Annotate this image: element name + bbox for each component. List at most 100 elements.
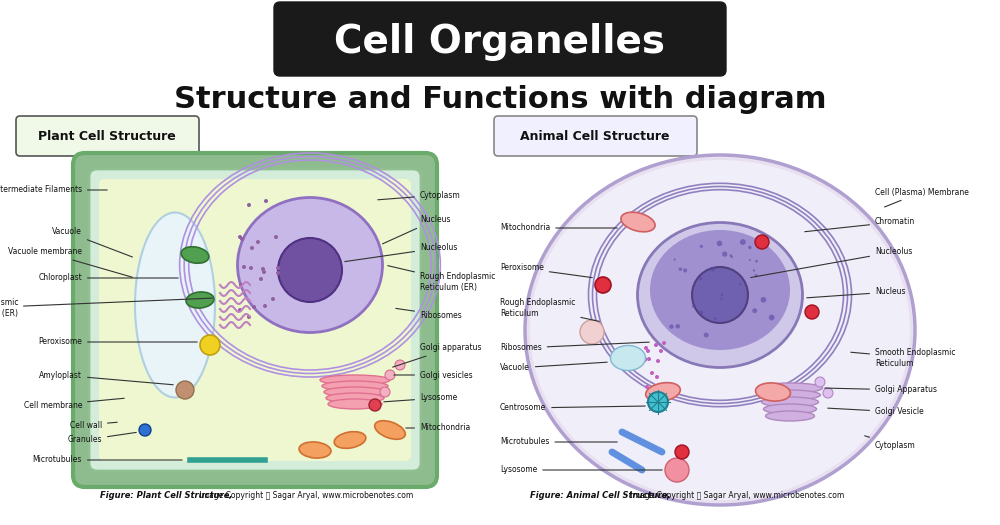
Text: Plant Cell Structure: Plant Cell Structure <box>38 130 176 142</box>
Circle shape <box>648 392 668 412</box>
Text: Cell membrane: Cell membrane <box>24 398 124 410</box>
Circle shape <box>261 267 265 271</box>
Circle shape <box>238 308 242 312</box>
Circle shape <box>650 371 654 375</box>
Ellipse shape <box>181 247 209 263</box>
Circle shape <box>755 260 758 262</box>
Circle shape <box>698 311 703 315</box>
Circle shape <box>675 324 680 329</box>
Text: Intermediate Filaments: Intermediate Filaments <box>0 185 107 194</box>
Ellipse shape <box>758 383 822 393</box>
Ellipse shape <box>766 411 814 421</box>
Circle shape <box>700 245 703 248</box>
Circle shape <box>659 349 663 353</box>
Circle shape <box>200 335 220 355</box>
Circle shape <box>247 203 251 207</box>
Text: Ribosomes: Ribosomes <box>396 308 462 320</box>
Circle shape <box>655 375 659 379</box>
Text: Amyloplast: Amyloplast <box>39 371 173 385</box>
Circle shape <box>278 238 342 302</box>
Circle shape <box>714 317 717 320</box>
Circle shape <box>710 267 715 271</box>
Ellipse shape <box>238 197 382 332</box>
Circle shape <box>755 235 769 249</box>
FancyBboxPatch shape <box>99 179 411 461</box>
Text: Lysosome: Lysosome <box>384 394 457 403</box>
Text: Image Copyright Ⓒ Sagar Aryal, www.microbenotes.com: Image Copyright Ⓒ Sagar Aryal, www.micro… <box>628 490 844 499</box>
Circle shape <box>264 199 268 203</box>
Text: Figure: Plant Cell Structure,: Figure: Plant Cell Structure, <box>100 490 232 499</box>
Circle shape <box>749 259 751 261</box>
Ellipse shape <box>762 397 818 407</box>
FancyBboxPatch shape <box>274 2 726 76</box>
Ellipse shape <box>530 160 910 500</box>
Circle shape <box>580 320 604 344</box>
Text: Vacuole membrane: Vacuole membrane <box>8 247 132 277</box>
Circle shape <box>669 324 674 329</box>
Circle shape <box>645 385 649 389</box>
Circle shape <box>739 283 742 285</box>
Ellipse shape <box>756 383 790 401</box>
Circle shape <box>240 237 244 241</box>
Text: Cell wall: Cell wall <box>70 421 117 429</box>
Circle shape <box>276 271 280 275</box>
Text: Cytoplasm: Cytoplasm <box>378 191 461 200</box>
Text: Ribosomes: Ribosomes <box>500 342 649 352</box>
Circle shape <box>643 358 647 362</box>
Text: Golgi Apparatus: Golgi Apparatus <box>825 385 937 394</box>
Circle shape <box>720 298 723 300</box>
Circle shape <box>369 399 381 411</box>
Text: Cell (Plasma) Membrane: Cell (Plasma) Membrane <box>875 187 969 207</box>
Circle shape <box>731 256 733 258</box>
Text: Centrosome: Centrosome <box>500 404 645 413</box>
Circle shape <box>252 305 256 309</box>
Circle shape <box>662 341 666 345</box>
Circle shape <box>769 314 775 320</box>
Text: Mitochondria: Mitochondria <box>500 224 617 233</box>
Ellipse shape <box>320 375 390 385</box>
Text: Animal Cell Structure: Animal Cell Structure <box>520 130 670 142</box>
Text: Smooth Endoplasmic
Reticulum: Smooth Endoplasmic Reticulum <box>851 348 956 368</box>
Circle shape <box>761 297 766 302</box>
Circle shape <box>646 349 650 353</box>
Text: Golgi apparatus: Golgi apparatus <box>393 343 482 367</box>
Text: Chromatin: Chromatin <box>805 217 915 232</box>
Circle shape <box>595 277 611 293</box>
Circle shape <box>256 240 260 244</box>
Circle shape <box>717 240 722 246</box>
Circle shape <box>721 293 724 296</box>
Ellipse shape <box>638 223 802 368</box>
Text: Cytoplasm: Cytoplasm <box>865 436 916 449</box>
Circle shape <box>643 357 647 361</box>
Text: Image Copyright Ⓒ Sagar Aryal, www.microbenotes.com: Image Copyright Ⓒ Sagar Aryal, www.micro… <box>197 490 413 499</box>
Text: Peroxisome: Peroxisome <box>38 338 197 346</box>
Text: Figure: Animal Cell Structure,: Figure: Animal Cell Structure, <box>530 490 670 499</box>
Circle shape <box>674 258 676 261</box>
Ellipse shape <box>328 399 382 409</box>
Circle shape <box>805 305 819 319</box>
Circle shape <box>259 277 263 281</box>
Circle shape <box>683 268 687 272</box>
Circle shape <box>740 239 746 245</box>
Circle shape <box>755 274 758 277</box>
Text: Nucleus: Nucleus <box>383 215 450 244</box>
Ellipse shape <box>375 421 405 439</box>
Ellipse shape <box>610 345 646 371</box>
Circle shape <box>748 246 752 249</box>
Circle shape <box>665 458 689 482</box>
Circle shape <box>176 381 194 399</box>
Text: Smooth Endoplasmic
Reticulum (ER): Smooth Endoplasmic Reticulum (ER) <box>0 298 212 318</box>
Circle shape <box>815 377 825 387</box>
FancyBboxPatch shape <box>73 153 437 487</box>
Ellipse shape <box>760 390 820 400</box>
Circle shape <box>274 235 278 239</box>
Text: Lysosome: Lysosome <box>500 466 662 475</box>
Circle shape <box>692 304 695 308</box>
Circle shape <box>823 388 833 398</box>
Circle shape <box>380 387 390 397</box>
Circle shape <box>730 254 732 257</box>
FancyBboxPatch shape <box>16 116 199 156</box>
Text: Golgi Vesicle: Golgi Vesicle <box>828 407 924 416</box>
Circle shape <box>753 269 755 271</box>
Circle shape <box>276 266 280 270</box>
